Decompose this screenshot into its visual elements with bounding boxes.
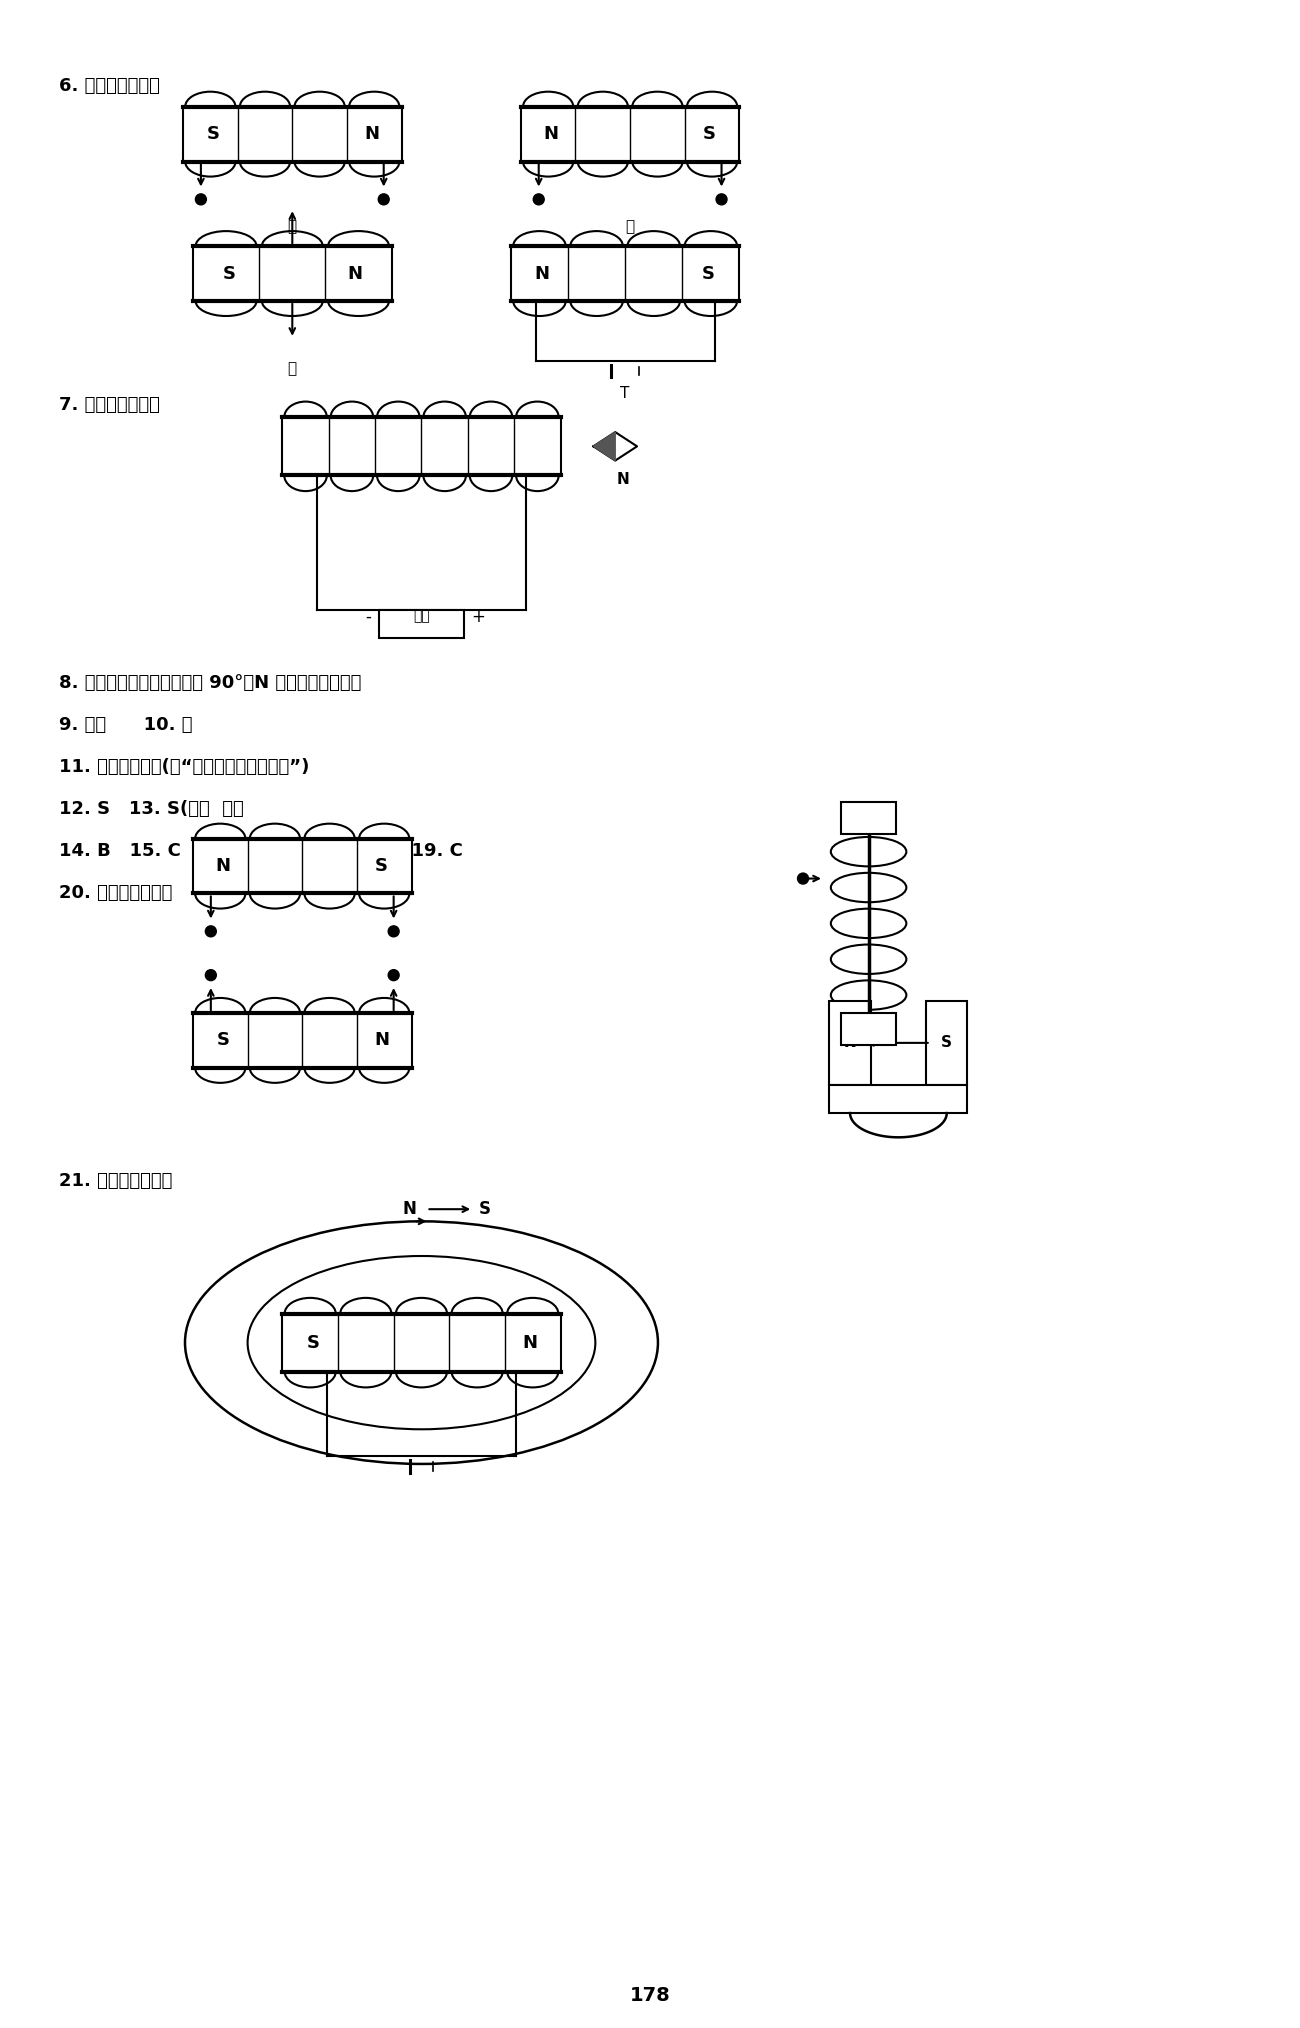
Bar — [829, 1085, 967, 1113]
Text: 12. S   13. S(南）  增加: 12. S 13. S(南） 增加 — [58, 799, 243, 817]
Text: 丙: 丙 — [287, 361, 296, 375]
Text: N: N — [216, 858, 230, 876]
Text: 14. B   15. C   16. A   17. B   18. B   19. C: 14. B 15. C 16. A 17. B 18. B 19. C — [58, 842, 463, 860]
Text: N: N — [862, 1020, 875, 1038]
Text: S: S — [703, 126, 716, 144]
Text: +: + — [472, 608, 485, 627]
Bar — [511, 245, 740, 300]
Text: S: S — [702, 264, 715, 282]
Circle shape — [533, 195, 545, 205]
Text: 甲: 甲 — [287, 219, 296, 235]
Text: S: S — [307, 1334, 320, 1351]
Text: 乙: 乙 — [625, 219, 634, 235]
Text: S: S — [207, 126, 220, 144]
Bar — [829, 1000, 871, 1085]
Bar — [192, 245, 391, 300]
Circle shape — [205, 969, 216, 982]
Text: 6. 答图如图所示：: 6. 答图如图所示： — [58, 77, 160, 95]
Text: S: S — [222, 264, 235, 282]
Bar — [521, 107, 740, 162]
Text: N: N — [616, 473, 629, 487]
Polygon shape — [593, 432, 615, 460]
Text: S: S — [480, 1201, 491, 1219]
Text: S: S — [217, 1032, 230, 1048]
Text: N: N — [534, 264, 550, 282]
Text: -: - — [365, 608, 372, 627]
Polygon shape — [593, 432, 637, 460]
Circle shape — [389, 927, 399, 937]
Circle shape — [797, 874, 809, 884]
Text: S: S — [863, 809, 875, 827]
Text: N: N — [364, 126, 380, 144]
Bar — [282, 418, 560, 475]
Bar — [192, 1014, 412, 1069]
Bar — [192, 840, 412, 894]
Text: 11. 电流的磁效应(或“电流的周围存在磁场”): 11. 电流的磁效应(或“电流的周围存在磁场”) — [58, 758, 309, 777]
Text: 21. 答图如图所示：: 21. 答图如图所示： — [58, 1172, 172, 1190]
Circle shape — [195, 195, 207, 205]
Text: S: S — [941, 1036, 952, 1051]
Text: S: S — [374, 858, 387, 876]
Text: N: N — [347, 264, 363, 282]
Text: T: T — [620, 385, 629, 402]
Circle shape — [205, 927, 216, 937]
Bar — [183, 107, 402, 162]
Bar — [841, 1014, 896, 1044]
Circle shape — [389, 969, 399, 982]
Text: N: N — [543, 126, 559, 144]
Bar — [841, 801, 896, 834]
Bar — [282, 1314, 560, 1371]
Text: 20. 答图如图所示：: 20. 答图如图所示： — [58, 884, 172, 902]
Text: 178: 178 — [629, 1987, 671, 2006]
Text: N: N — [403, 1201, 416, 1219]
Circle shape — [378, 195, 389, 205]
Text: 8. 小磁针沿逆时针方向转动 90°，N 极向右水平静止。: 8. 小磁针沿逆时针方向转动 90°，N 极向右水平静止。 — [58, 675, 361, 692]
Text: 9. 磁场      10. 右: 9. 磁场 10. 右 — [58, 716, 192, 734]
Circle shape — [716, 195, 727, 205]
Text: N: N — [844, 1036, 857, 1051]
Bar — [380, 610, 464, 637]
Text: 7. 答图如图所示：: 7. 答图如图所示： — [58, 395, 160, 414]
Text: N: N — [374, 1032, 389, 1048]
Bar — [926, 1000, 967, 1085]
Text: 电源: 电源 — [413, 610, 430, 625]
Text: N: N — [523, 1334, 537, 1351]
